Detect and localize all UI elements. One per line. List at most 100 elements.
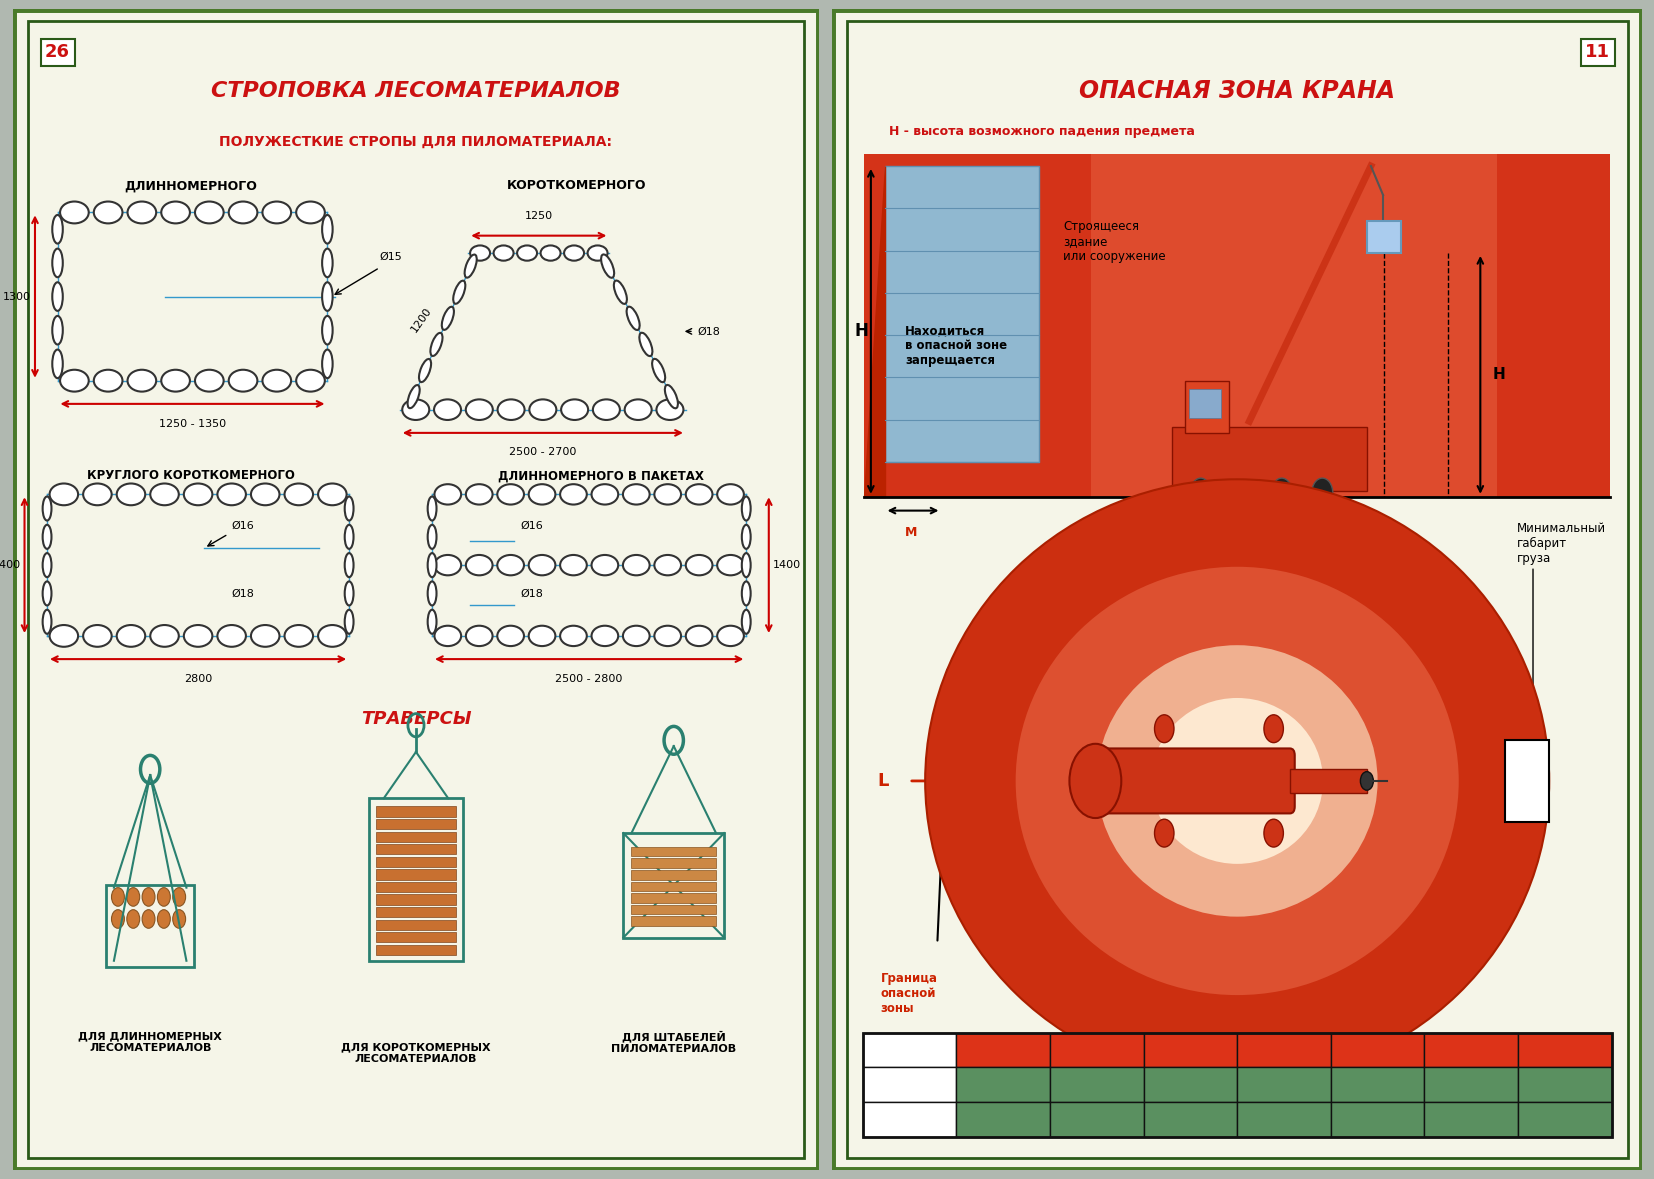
Text: 7: 7 bbox=[1186, 1113, 1194, 1126]
Ellipse shape bbox=[418, 358, 432, 382]
Ellipse shape bbox=[217, 483, 246, 506]
Text: 1250 - 1350: 1250 - 1350 bbox=[159, 419, 227, 429]
Text: 1200: 1200 bbox=[410, 305, 433, 334]
Ellipse shape bbox=[1097, 645, 1378, 916]
Circle shape bbox=[142, 910, 155, 928]
Polygon shape bbox=[865, 166, 885, 496]
Ellipse shape bbox=[435, 485, 461, 505]
Bar bbox=[632, 858, 716, 868]
Bar bbox=[1173, 427, 1366, 490]
Ellipse shape bbox=[624, 555, 650, 575]
Ellipse shape bbox=[43, 525, 51, 549]
Ellipse shape bbox=[323, 349, 332, 378]
Ellipse shape bbox=[160, 370, 190, 391]
Bar bbox=[863, 1033, 1611, 1137]
Circle shape bbox=[142, 888, 155, 907]
Bar bbox=[1290, 770, 1366, 792]
Ellipse shape bbox=[263, 370, 291, 391]
Bar bbox=[375, 819, 457, 829]
Ellipse shape bbox=[741, 581, 751, 606]
Bar bbox=[1518, 1067, 1611, 1102]
Bar bbox=[1331, 1102, 1424, 1137]
Ellipse shape bbox=[43, 610, 51, 634]
Ellipse shape bbox=[83, 625, 112, 647]
Text: Н,м: Н,м bbox=[896, 1043, 923, 1056]
Ellipse shape bbox=[60, 370, 89, 391]
Ellipse shape bbox=[296, 370, 324, 391]
Ellipse shape bbox=[428, 581, 437, 606]
Bar bbox=[863, 1067, 956, 1102]
Ellipse shape bbox=[686, 485, 713, 505]
Ellipse shape bbox=[442, 307, 453, 330]
Text: до 10: до 10 bbox=[982, 1043, 1024, 1056]
Ellipse shape bbox=[435, 626, 461, 646]
Text: Ø18: Ø18 bbox=[232, 588, 255, 599]
Ellipse shape bbox=[151, 625, 179, 647]
Ellipse shape bbox=[561, 626, 587, 646]
Bar bbox=[632, 904, 716, 915]
Bar bbox=[1050, 1033, 1143, 1067]
Text: до 200: до 200 bbox=[1353, 1043, 1403, 1056]
Bar bbox=[1184, 381, 1229, 433]
Ellipse shape bbox=[217, 625, 246, 647]
Ellipse shape bbox=[614, 281, 627, 304]
Bar bbox=[863, 1102, 956, 1137]
Ellipse shape bbox=[53, 316, 63, 344]
Ellipse shape bbox=[407, 386, 420, 408]
Bar bbox=[375, 869, 457, 880]
Ellipse shape bbox=[592, 555, 619, 575]
Ellipse shape bbox=[741, 496, 751, 521]
Bar bbox=[375, 907, 457, 917]
Ellipse shape bbox=[83, 483, 112, 506]
Text: 5: 5 bbox=[1092, 1113, 1102, 1126]
Circle shape bbox=[1154, 819, 1174, 847]
Text: Ø18: Ø18 bbox=[519, 588, 543, 599]
Ellipse shape bbox=[117, 625, 146, 647]
Ellipse shape bbox=[318, 483, 347, 506]
Text: 20: 20 bbox=[1462, 1113, 1480, 1126]
Ellipse shape bbox=[741, 525, 751, 549]
Bar bbox=[375, 806, 457, 817]
Bar bbox=[1366, 220, 1401, 253]
Text: ДЛЯ ШТАБЕЛЕЙ
ПИЛОМАТЕРИАЛОВ: ДЛЯ ШТАБЕЛЕЙ ПИЛОМАТЕРИАЛОВ bbox=[612, 1030, 736, 1054]
Ellipse shape bbox=[60, 202, 89, 223]
Ellipse shape bbox=[498, 485, 524, 505]
Text: Граница
опасной
зоны: Граница опасной зоны bbox=[880, 973, 938, 1015]
Ellipse shape bbox=[686, 626, 713, 646]
Ellipse shape bbox=[151, 483, 179, 506]
Circle shape bbox=[172, 888, 185, 907]
Ellipse shape bbox=[53, 282, 63, 311]
Ellipse shape bbox=[529, 400, 556, 420]
Circle shape bbox=[111, 910, 124, 928]
Text: 25: 25 bbox=[1462, 1079, 1480, 1092]
Text: 1250: 1250 bbox=[524, 211, 552, 220]
Bar bbox=[863, 1033, 956, 1067]
Ellipse shape bbox=[640, 332, 652, 356]
Ellipse shape bbox=[624, 626, 650, 646]
Ellipse shape bbox=[344, 553, 354, 578]
Text: 3,5: 3,5 bbox=[992, 1113, 1014, 1126]
Ellipse shape bbox=[428, 525, 437, 549]
Bar bbox=[375, 944, 457, 955]
Bar bbox=[375, 933, 457, 942]
Ellipse shape bbox=[498, 626, 524, 646]
Circle shape bbox=[1264, 819, 1284, 847]
Ellipse shape bbox=[466, 400, 493, 420]
Ellipse shape bbox=[43, 581, 51, 606]
Bar bbox=[1424, 1033, 1518, 1067]
Circle shape bbox=[1264, 714, 1284, 743]
Circle shape bbox=[1070, 744, 1121, 818]
Ellipse shape bbox=[453, 281, 465, 304]
Text: H: H bbox=[1492, 368, 1505, 382]
Ellipse shape bbox=[43, 553, 51, 578]
Bar bbox=[375, 844, 457, 855]
Text: ДЛИННОМЕРНОГО: ДЛИННОМЕРНОГО bbox=[124, 179, 256, 192]
Bar bbox=[1189, 389, 1221, 417]
Ellipse shape bbox=[43, 496, 51, 521]
Ellipse shape bbox=[466, 485, 493, 505]
Ellipse shape bbox=[741, 610, 751, 634]
Text: М,м: М,м bbox=[896, 1113, 923, 1126]
Bar bbox=[956, 1033, 1050, 1067]
Ellipse shape bbox=[117, 483, 146, 506]
Circle shape bbox=[1312, 479, 1333, 508]
